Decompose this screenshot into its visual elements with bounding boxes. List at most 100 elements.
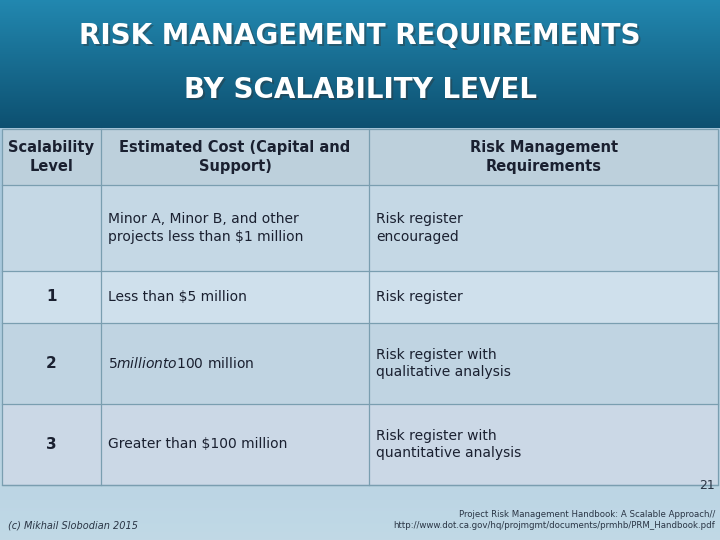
Text: RISK MANAGEMENT REQUIREMENTS: RISK MANAGEMENT REQUIREMENTS	[79, 22, 641, 50]
Bar	[0, 14, 720, 15]
Bar	[0, 102, 720, 103]
Bar	[0, 75, 720, 76]
Bar	[0, 40, 720, 41]
Text: Estimated Cost (Capital and
Support): Estimated Cost (Capital and Support)	[120, 140, 351, 174]
Bar	[0, 117, 720, 118]
Bar	[0, 7, 720, 8]
Bar	[0, 70, 720, 71]
Bar	[0, 18, 720, 19]
Text: Minor A, Minor B, and other
projects less than $1 million: Minor A, Minor B, and other projects les…	[108, 212, 303, 244]
Bar	[0, 82, 720, 83]
Bar	[2, 404, 718, 485]
Bar	[0, 26, 720, 27]
Bar	[0, 8, 720, 9]
Bar	[0, 67, 720, 68]
Bar	[0, 84, 720, 85]
Bar	[2, 129, 718, 185]
Bar	[0, 65, 720, 66]
Bar	[0, 5, 720, 6]
Bar	[0, 115, 720, 116]
Bar	[0, 43, 720, 44]
Bar	[0, 38, 720, 39]
Bar	[0, 105, 720, 106]
Bar	[0, 110, 720, 111]
Bar	[0, 54, 720, 55]
Bar	[2, 185, 718, 271]
Bar	[0, 92, 720, 93]
Text: 2: 2	[46, 356, 57, 371]
Bar	[0, 109, 720, 110]
Text: $5 million to $100 million: $5 million to $100 million	[108, 356, 254, 371]
Bar	[0, 97, 720, 98]
Bar	[0, 123, 720, 124]
Bar	[0, 53, 720, 54]
Text: Greater than $100 million: Greater than $100 million	[108, 437, 287, 451]
Bar	[0, 58, 720, 59]
Bar	[0, 11, 720, 12]
Bar	[0, 79, 720, 80]
Bar	[0, 88, 720, 89]
Bar	[0, 126, 720, 127]
Text: (c) Mikhail Slobodian 2015: (c) Mikhail Slobodian 2015	[8, 520, 138, 530]
Bar	[0, 101, 720, 102]
Bar	[0, 33, 720, 34]
Bar	[0, 127, 720, 128]
Bar	[0, 87, 720, 88]
Bar	[0, 72, 720, 73]
Bar	[0, 41, 720, 42]
Bar	[0, 106, 720, 107]
Bar	[0, 60, 720, 61]
Bar	[0, 44, 720, 45]
Bar	[0, 122, 720, 123]
Text: Risk register with
qualitative analysis: Risk register with qualitative analysis	[377, 348, 511, 380]
Bar	[0, 94, 720, 95]
Bar	[0, 98, 720, 99]
Text: Project Risk Management Handbook: A Scalable Approach//
http://www.dot.ca.gov/hq: Project Risk Management Handbook: A Scal…	[393, 510, 715, 530]
Bar	[0, 42, 720, 43]
Bar	[0, 22, 720, 23]
Bar	[0, 95, 720, 96]
Text: BY SCALABILITY LEVEL: BY SCALABILITY LEVEL	[184, 76, 536, 104]
Bar	[0, 78, 720, 79]
Bar	[0, 111, 720, 112]
Bar	[0, 51, 720, 52]
Text: Risk register
encouraged: Risk register encouraged	[377, 212, 463, 244]
Bar	[0, 91, 720, 92]
Text: 3: 3	[46, 437, 57, 452]
Bar	[0, 37, 720, 38]
Bar	[0, 124, 720, 125]
Bar	[0, 1, 720, 2]
Text: BY SCALABILITY LEVEL: BY SCALABILITY LEVEL	[186, 78, 539, 106]
Bar	[0, 27, 720, 28]
Bar	[0, 80, 720, 81]
Bar	[0, 29, 720, 30]
Bar	[0, 6, 720, 7]
Bar	[0, 86, 720, 87]
Bar	[0, 64, 720, 65]
Text: Risk register: Risk register	[377, 290, 463, 303]
Bar	[0, 55, 720, 56]
Bar	[0, 83, 720, 84]
Bar	[0, 28, 720, 29]
Bar	[0, 25, 720, 26]
Bar	[0, 93, 720, 94]
Bar	[0, 9, 720, 10]
Bar	[0, 112, 720, 113]
Bar	[0, 35, 720, 36]
Bar	[2, 271, 718, 323]
Bar	[0, 12, 720, 13]
Bar	[0, 62, 720, 63]
Bar	[0, 45, 720, 46]
Bar	[0, 96, 720, 97]
Bar	[0, 46, 720, 47]
Bar	[0, 77, 720, 78]
Bar	[0, 76, 720, 77]
Bar	[0, 119, 720, 120]
Text: Less than $5 million: Less than $5 million	[108, 290, 247, 303]
Bar	[0, 47, 720, 48]
Bar	[0, 13, 720, 14]
Bar	[0, 99, 720, 100]
Bar	[0, 89, 720, 90]
Bar	[0, 24, 720, 25]
Bar	[0, 23, 720, 24]
